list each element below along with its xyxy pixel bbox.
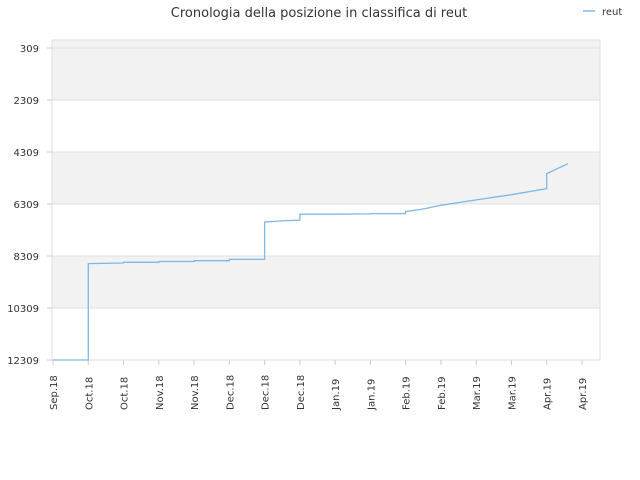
series-line-reut [53, 163, 569, 361]
x-tick-label-10: Feb.19 [402, 376, 413, 410]
x-tick-label-4: Nov.18 [190, 375, 201, 410]
plot-bands [52, 40, 600, 360]
x-tick-label-12: Mar.19 [472, 376, 483, 410]
y-tick-label-6: 12309 [7, 356, 39, 367]
band-0 [52, 48, 600, 100]
plot-frame [51, 39, 601, 361]
band-3 [52, 204, 600, 256]
x-tick-label-3: Nov.18 [155, 375, 166, 410]
x-tick-labels: Sep.18 Oct.18 Oct.18 Nov.18 Nov.18 Dec.18 Dec.… [49, 360, 589, 411]
x-tick-label-7: Dec.18 [296, 375, 307, 410]
x-tick-label-5: Dec.18 [225, 375, 236, 410]
y-tick-label-1: 2309 [14, 96, 39, 107]
y-tick-label-2: 4309 [14, 148, 39, 159]
y-tick-label-4: 8309 [14, 252, 39, 263]
legend: reut [583, 7, 622, 18]
chart-title: Cronologia della posizione in classifica… [171, 6, 467, 21]
x-tick-label-9: Jan.19 [366, 379, 377, 411]
band-5 [52, 308, 600, 360]
x-tick-label-2: Oct.18 [120, 377, 131, 410]
y-tick-label-0: 309 [20, 44, 39, 55]
y-tick-label-5: 10309 [7, 304, 39, 315]
x-tick-label-1: Oct.18 [84, 377, 95, 410]
x-tick-label-0: Sep.18 [49, 375, 60, 410]
legend-label-reut: reut [602, 7, 622, 18]
band-1 [52, 100, 600, 152]
x-tick-label-13: Mar.19 [507, 376, 518, 410]
y-tick-label-3: 6309 [14, 200, 39, 211]
grid-lines [52, 47, 600, 361]
x-tick-label-6: Dec.18 [261, 375, 272, 410]
band-4 [52, 256, 600, 308]
band-2 [52, 152, 600, 204]
x-tick-label-8: Jan.19 [331, 379, 342, 411]
x-tick-label-11: Feb.19 [437, 376, 448, 410]
series-lines [53, 163, 569, 361]
band-top [52, 40, 600, 48]
axes [51, 39, 601, 361]
x-tick-label-14: Apr.19 [543, 378, 554, 410]
x-tick-label-15: Apr.19 [578, 378, 589, 410]
y-tick-labels: 309 2309 4309 6309 8309 10309 12309 [7, 44, 52, 367]
